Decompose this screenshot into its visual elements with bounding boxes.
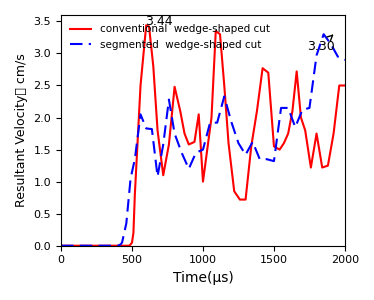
segmented  wedge-shaped cut [343,58,347,62]
conventional  wedge-shaped cut [218,32,222,36]
conventional  wedge-shaped cut [282,141,286,145]
conventional  wedge-shaped cut [278,148,282,152]
conventional  wedge-shaped cut [331,132,336,135]
segmented  wedge-shaped cut [120,241,124,244]
conventional  wedge-shaped cut [214,29,218,33]
conventional  wedge-shaped cut [172,85,177,88]
conventional  wedge-shaped cut [249,145,254,148]
segmented  wedge-shaped cut [300,108,304,112]
conventional  wedge-shaped cut [299,116,303,119]
conventional  wedge-shaped cut [196,112,201,116]
segmented  wedge-shaped cut [172,132,177,135]
conventional  wedge-shaped cut [128,243,133,246]
conventional  wedge-shaped cut [178,109,183,113]
segmented  wedge-shaped cut [133,158,137,161]
Line: conventional  wedge-shaped cut: conventional wedge-shaped cut [61,25,345,246]
segmented  wedge-shaped cut [187,167,191,171]
conventional  wedge-shaped cut [326,164,330,167]
segmented  wedge-shaped cut [150,127,154,131]
conventional  wedge-shaped cut [260,66,265,70]
segmented  wedge-shaped cut [180,151,184,154]
segmented  wedge-shaped cut [328,42,333,46]
segmented  wedge-shaped cut [161,143,165,146]
conventional  wedge-shaped cut [290,109,295,113]
Text: 3.44: 3.44 [145,15,172,28]
segmented  wedge-shaped cut [286,106,290,110]
segmented  wedge-shaped cut [272,159,276,163]
conventional  wedge-shaped cut [320,166,325,169]
segmented  wedge-shaped cut [265,158,269,161]
conventional  wedge-shaped cut [226,141,231,145]
segmented  wedge-shaped cut [201,148,205,152]
conventional  wedge-shaped cut [131,231,136,235]
segmented  wedge-shaped cut [167,98,171,101]
segmented  wedge-shaped cut [116,244,120,247]
conventional  wedge-shaped cut [272,145,276,148]
conventional  wedge-shaped cut [243,198,248,201]
segmented  wedge-shaped cut [229,120,234,124]
segmented  wedge-shaped cut [208,121,212,124]
conventional  wedge-shaped cut [59,244,63,247]
Line: segmented  wedge-shaped cut: segmented wedge-shaped cut [61,34,345,246]
segmented  wedge-shaped cut [279,106,283,110]
segmented  wedge-shaped cut [293,125,297,129]
segmented  wedge-shaped cut [194,151,198,154]
segmented  wedge-shaped cut [144,127,148,130]
conventional  wedge-shaped cut [303,129,307,132]
conventional  wedge-shaped cut [232,189,236,193]
X-axis label: Time(μs): Time(μs) [173,271,233,285]
conventional  wedge-shaped cut [266,71,270,74]
conventional  wedge-shaped cut [286,132,290,135]
conventional  wedge-shaped cut [187,143,191,146]
conventional  wedge-shaped cut [182,132,187,135]
segmented  wedge-shaped cut [124,221,129,225]
segmented  wedge-shaped cut [335,55,340,58]
conventional  wedge-shaped cut [314,132,319,135]
segmented  wedge-shaped cut [243,153,248,157]
conventional  wedge-shaped cut [205,148,209,152]
segmented  wedge-shaped cut [258,158,262,161]
conventional  wedge-shaped cut [167,143,171,146]
conventional  wedge-shaped cut [309,166,313,169]
Legend: conventional  wedge-shaped cut, segmented  wedge-shaped cut: conventional wedge-shaped cut, segmented… [66,20,274,54]
conventional  wedge-shaped cut [155,129,160,132]
segmented  wedge-shaped cut [321,32,326,36]
segmented  wedge-shaped cut [251,140,255,144]
segmented  wedge-shaped cut [155,175,160,178]
segmented  wedge-shaped cut [59,244,63,247]
segmented  wedge-shaped cut [314,54,319,57]
Text: 3.30: 3.30 [307,35,334,53]
conventional  wedge-shaped cut [343,84,347,87]
segmented  wedge-shaped cut [128,177,133,180]
conventional  wedge-shaped cut [294,70,299,73]
segmented  wedge-shaped cut [236,141,241,145]
conventional  wedge-shaped cut [130,241,134,244]
segmented  wedge-shaped cut [215,121,220,124]
conventional  wedge-shaped cut [209,116,214,119]
segmented  wedge-shaped cut [121,234,126,238]
conventional  wedge-shaped cut [237,198,242,201]
segmented  wedge-shaped cut [307,106,312,110]
conventional  wedge-shaped cut [151,64,156,68]
conventional  wedge-shaped cut [161,173,165,177]
conventional  wedge-shaped cut [222,84,227,87]
conventional  wedge-shaped cut [133,193,137,196]
conventional  wedge-shaped cut [147,25,151,28]
Y-axis label: Resultant Velocity（ cm/s: Resultant Velocity（ cm/s [15,53,28,207]
conventional  wedge-shaped cut [201,180,205,183]
segmented  wedge-shaped cut [119,243,123,246]
conventional  wedge-shaped cut [138,84,143,87]
segmented  wedge-shaped cut [222,94,227,98]
conventional  wedge-shaped cut [337,84,341,87]
conventional  wedge-shaped cut [127,244,131,247]
conventional  wedge-shaped cut [255,109,259,113]
segmented  wedge-shaped cut [138,112,143,116]
conventional  wedge-shaped cut [192,140,197,144]
conventional  wedge-shaped cut [144,23,148,27]
